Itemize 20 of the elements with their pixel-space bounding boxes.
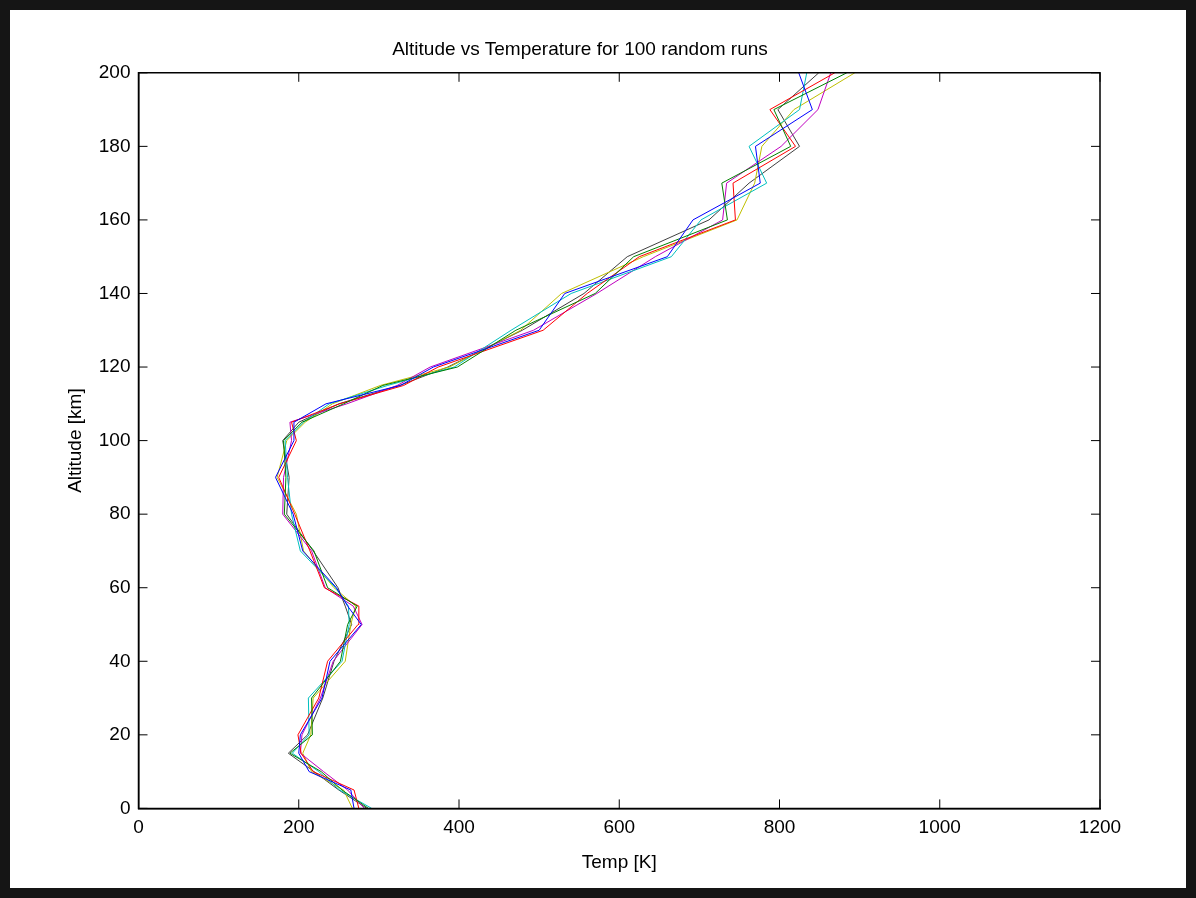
y-tick-label: 120 — [98, 355, 131, 377]
y-tick-label: 60 — [109, 575, 131, 597]
y-tick-label: 100 — [98, 428, 131, 450]
y-axis-title: Altitude [km] — [63, 388, 85, 493]
y-tick-label: 40 — [109, 649, 131, 671]
y-tick-label: 200 — [98, 61, 131, 83]
x-tick-label: 1200 — [1078, 816, 1122, 838]
x-tick-label: 400 — [443, 816, 475, 838]
x-tick-label: 200 — [282, 816, 315, 838]
y-tick-label: 140 — [98, 281, 131, 303]
y-tick-label: 80 — [109, 502, 131, 524]
y-tick-label: 180 — [98, 134, 131, 156]
y-tick-label: 0 — [119, 796, 131, 818]
x-tick-label: 800 — [763, 816, 796, 838]
x-tick-label: 600 — [603, 816, 636, 838]
x-axis-title: Temp [K] — [581, 850, 657, 872]
y-tick-label: 160 — [98, 208, 131, 230]
x-tick-label: 1000 — [918, 816, 961, 838]
y-tick-label: 20 — [109, 723, 131, 745]
chart-title: Altitude vs Temperature for 100 random runs — [392, 37, 768, 59]
